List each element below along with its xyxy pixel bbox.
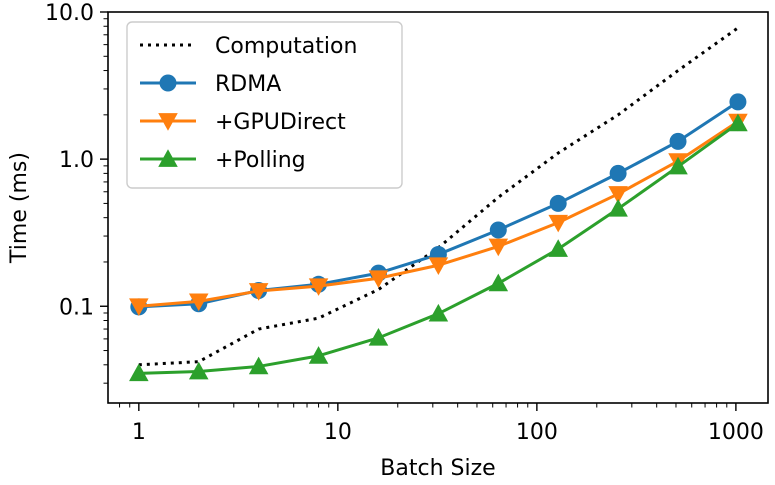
series-3-point xyxy=(129,363,149,382)
series-2-point xyxy=(368,270,389,289)
legend-label: +Polling xyxy=(215,148,306,173)
legend-label: RDMA xyxy=(215,72,281,97)
x-tick-label: 100 xyxy=(516,420,558,445)
legend-box xyxy=(126,21,403,189)
x-tick-label: 1000 xyxy=(708,420,764,445)
series-3-point xyxy=(668,156,688,175)
legend-swatch-marker xyxy=(158,149,178,167)
series-3-point xyxy=(728,113,748,132)
y-tick-label: 1.0 xyxy=(59,148,94,173)
x-tick-label: 10 xyxy=(324,420,352,445)
series-1-point xyxy=(549,194,567,212)
series-2-point xyxy=(248,283,269,301)
series-3-point xyxy=(428,303,449,322)
series-layer xyxy=(129,26,748,382)
legend-label: +GPUDirect xyxy=(215,110,346,135)
series-2-point xyxy=(129,298,149,317)
x-tick-label: 1 xyxy=(132,420,146,445)
series-1-point xyxy=(729,93,747,111)
series-2-point xyxy=(428,257,449,276)
series-2-point xyxy=(308,278,329,296)
series-3-point xyxy=(308,346,329,364)
legend-label: Computation xyxy=(215,34,357,59)
legend-swatch-marker xyxy=(158,113,178,131)
x-axis-ticks: 1 10 100 1000 xyxy=(119,403,764,445)
y-axis-label: Time (ms) xyxy=(7,152,32,264)
y-tick-label: 10.0 xyxy=(45,1,94,26)
legend: Computation RDMA +GPUDirect +Polling xyxy=(126,21,403,189)
series-3-point xyxy=(248,356,269,375)
series-2-point xyxy=(548,214,568,233)
legend-swatch-marker xyxy=(159,74,177,92)
series-2 xyxy=(129,113,748,317)
series-2-point xyxy=(188,293,209,312)
series-2-point xyxy=(488,238,509,257)
y-tick-label: 0.1 xyxy=(59,295,94,320)
series-1-point xyxy=(669,132,687,150)
series-1-point xyxy=(489,221,507,239)
series-3-point xyxy=(488,273,509,292)
series-2-point xyxy=(608,186,628,204)
series-3-point xyxy=(608,198,628,217)
series-3-point xyxy=(368,328,389,346)
series-3 xyxy=(129,113,748,382)
series-3-point xyxy=(188,361,209,380)
y-axis-ticks: 0.1 1.0 10.0 xyxy=(45,1,108,384)
series-1-point xyxy=(609,164,627,182)
x-axis-label: Batch Size xyxy=(380,456,495,481)
series-3-point xyxy=(548,239,568,257)
